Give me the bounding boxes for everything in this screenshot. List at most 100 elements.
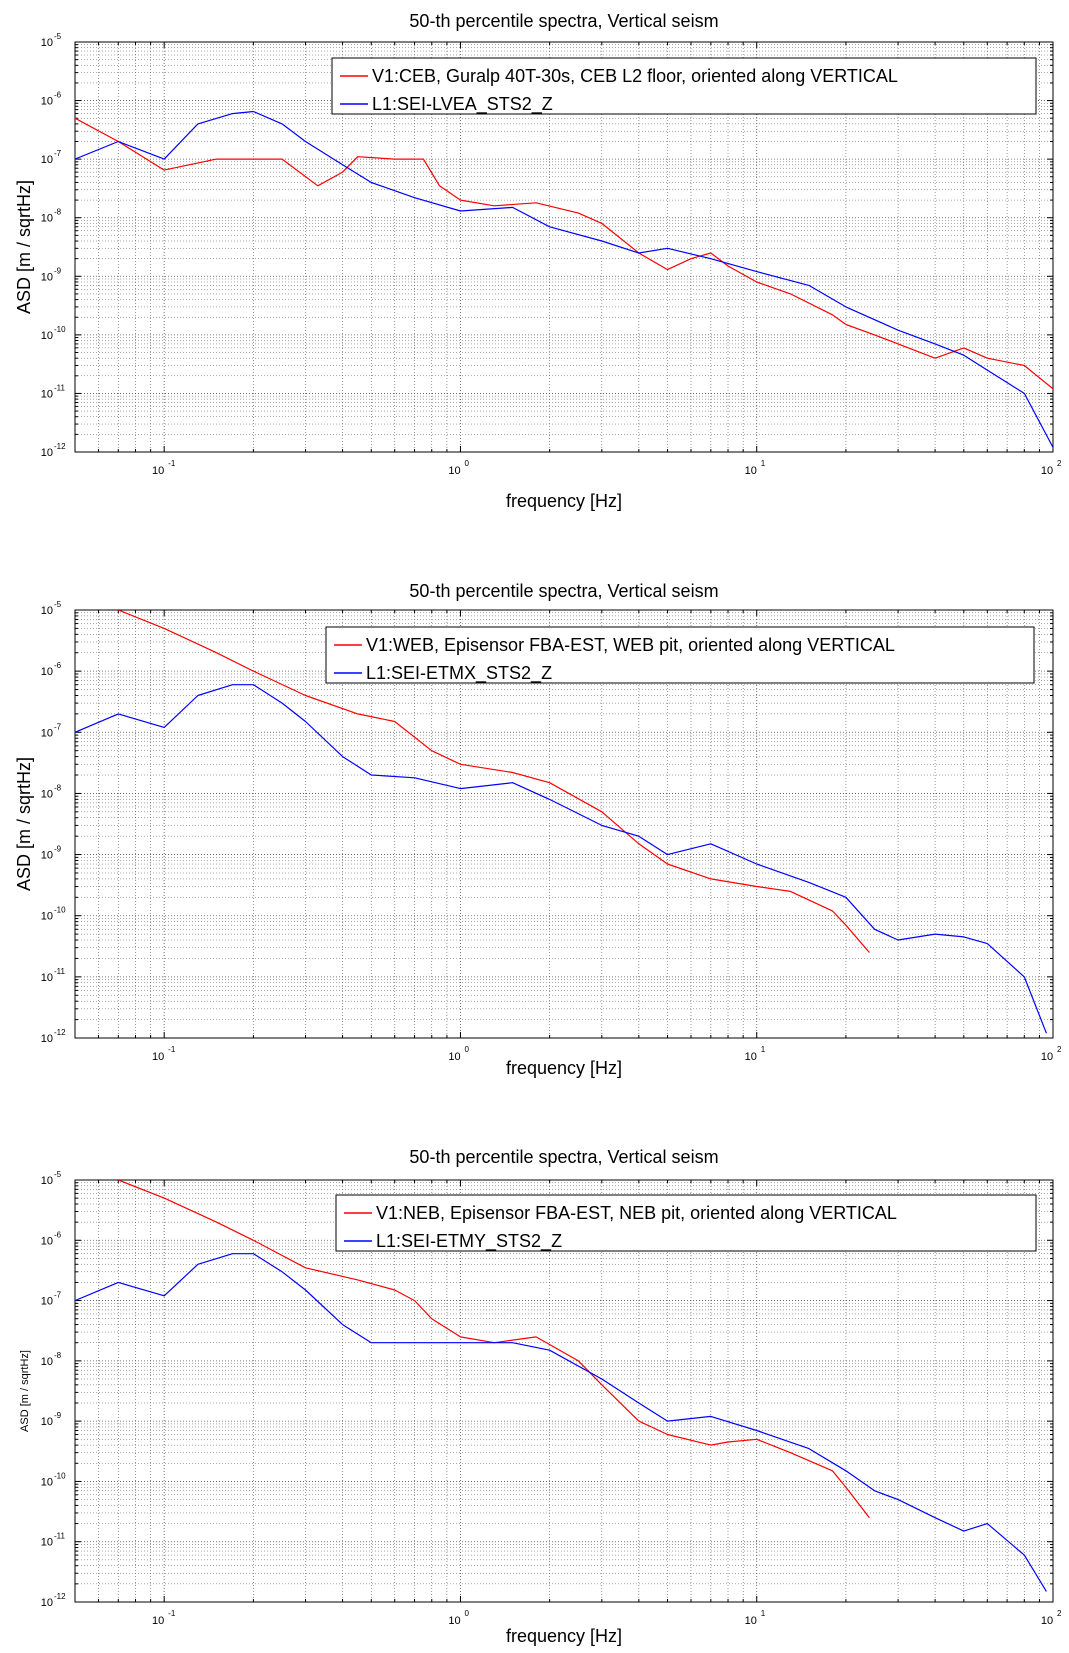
y-tick-base: 10 [41,271,53,283]
x-tick-exponent: 2 [1057,1609,1062,1618]
chart-title: 50-th percentile spectra, Vertical seism [409,581,718,601]
x-tick-base: 10 [1041,1051,1053,1063]
y-tick-base: 10 [41,666,53,678]
y-tick-label: 10-8 [41,208,62,225]
y-tick-label: 10-10 [41,906,66,923]
x-tick-base: 10 [448,465,460,477]
y-tick-base: 10 [41,213,53,225]
y-tick-label: 10-8 [41,783,62,800]
x-tick-label: 10 0 [448,459,469,477]
y-tick-exponent: -8 [54,1351,62,1360]
y-tick-label: 10-9 [41,1411,62,1428]
legend: V1:CEB, Guralp 40T-30s, CEB L2 floor, or… [331,57,1037,115]
chart-title: 50-th percentile spectra, Vertical seism [409,11,718,31]
y-tick-exponent: -9 [54,845,62,854]
x-tick-label: 10 1 [745,459,766,477]
grid [74,1179,1054,1603]
y-tick-label: 10-12 [41,442,66,459]
x-tick-exponent: -1 [168,459,176,468]
legend-entry-1: V1:CEB, Guralp 40T-30s, CEB L2 floor, or… [372,66,898,86]
x-tick-exponent: 1 [761,1609,766,1618]
chart-panel-1: 10-110010110210-510-610-710-810-910-1010… [14,11,1062,511]
plot-frame [74,41,1054,453]
y-tick-base: 10 [41,1235,53,1247]
y-tick-label: 10-12 [41,1592,66,1609]
x-tick-exponent: -1 [168,1045,176,1054]
y-tick-label: 10-7 [41,1291,62,1308]
y-tick-exponent: -7 [54,722,62,731]
legend-box [335,1194,1037,1252]
y-tick-base: 10 [41,447,53,459]
y-tick-label: 10-11 [41,967,66,984]
y-tick-base: 10 [41,96,53,108]
plot-frame [74,609,1054,1039]
legend-entry-2: L1:SEI-ETMY_STS2_Z [376,1231,562,1252]
legend: V1:NEB, Episensor FBA-EST, NEB pit, orie… [335,1194,1037,1252]
x-tick-exponent: 2 [1057,459,1062,468]
y-tick-label: 10-9 [41,266,62,283]
y-tick-exponent: -8 [54,208,62,217]
y-tick-exponent: -12 [54,442,66,451]
y-tick-base: 10 [41,911,53,923]
y-tick-base: 10 [41,788,53,800]
tick-marks [74,41,1054,453]
x-tick-base: 10 [1041,1615,1053,1627]
x-tick-base: 10 [448,1615,460,1627]
x-tick-base: 10 [745,465,757,477]
series-line-2 [75,684,1047,1034]
y-tick-base: 10 [41,1175,53,1187]
y-tick-exponent: -6 [54,91,62,100]
y-tick-exponent: -6 [54,661,62,670]
chart-panel-3: 10-110010110210-510-610-710-810-910-1010… [19,1147,1062,1646]
y-tick-label: 10-10 [41,1471,66,1488]
y-tick-label: 10-7 [41,722,62,739]
x-tick-exponent: -1 [168,1609,176,1618]
y-tick-base: 10 [41,972,53,984]
y-tick-label: 10-12 [41,1028,66,1045]
y-tick-label: 10-9 [41,845,62,862]
plot-frame [74,1179,1054,1603]
x-tick-exponent: 0 [464,459,469,468]
y-tick-exponent: -12 [54,1028,66,1037]
x-tick-base: 10 [152,465,164,477]
y-tick-base: 10 [41,1416,53,1428]
y-tick-label: 10-7 [41,149,62,166]
chart-panel-2: 10-110010110210-510-610-710-810-910-1010… [14,581,1062,1078]
y-tick-label: 10-6 [41,661,62,678]
legend-entry-1: V1:NEB, Episensor FBA-EST, NEB pit, orie… [376,1203,897,1223]
x-tick-label: 10 -1 [152,1609,176,1627]
y-tick-base: 10 [41,605,53,617]
y-tick-exponent: -11 [54,383,66,392]
y-tick-base: 10 [41,330,53,342]
y-tick-base: 10 [41,37,53,49]
x-tick-base: 10 [448,1051,460,1063]
y-tick-exponent: -8 [54,783,62,792]
y-tick-label: 10-6 [41,1230,62,1247]
y-tick-base: 10 [41,1597,53,1609]
y-tick-base: 10 [41,1476,53,1488]
x-tick-label: 10 1 [745,1045,766,1063]
y-tick-exponent: -6 [54,1230,62,1239]
x-tick-base: 10 [1041,465,1053,477]
x-tick-label: 10 -1 [152,1045,176,1063]
x-axis-label: frequency [Hz] [506,1626,622,1646]
y-tick-base: 10 [41,1296,53,1308]
series-group [75,610,1047,1034]
y-tick-exponent: -5 [54,32,62,41]
y-tick-exponent: -5 [54,600,62,609]
y-tick-exponent: -11 [54,967,66,976]
y-axis-label: ASD [m / sqrtHz] [19,1350,31,1432]
y-tick-exponent: -10 [54,1471,66,1480]
y-tick-exponent: -7 [54,149,62,158]
x-tick-base: 10 [152,1615,164,1627]
y-axis-label: ASD [m / sqrtHz] [14,757,34,891]
y-tick-label: 10-8 [41,1351,62,1368]
y-tick-base: 10 [41,1537,53,1549]
y-tick-base: 10 [41,388,53,400]
y-tick-exponent: -7 [54,1291,62,1300]
series-line-1 [75,117,1053,390]
series-group [75,110,1053,448]
x-tick-label: 10 2 [1041,459,1062,477]
legend-entry-2: L1:SEI-ETMX_STS2_Z [366,663,552,684]
